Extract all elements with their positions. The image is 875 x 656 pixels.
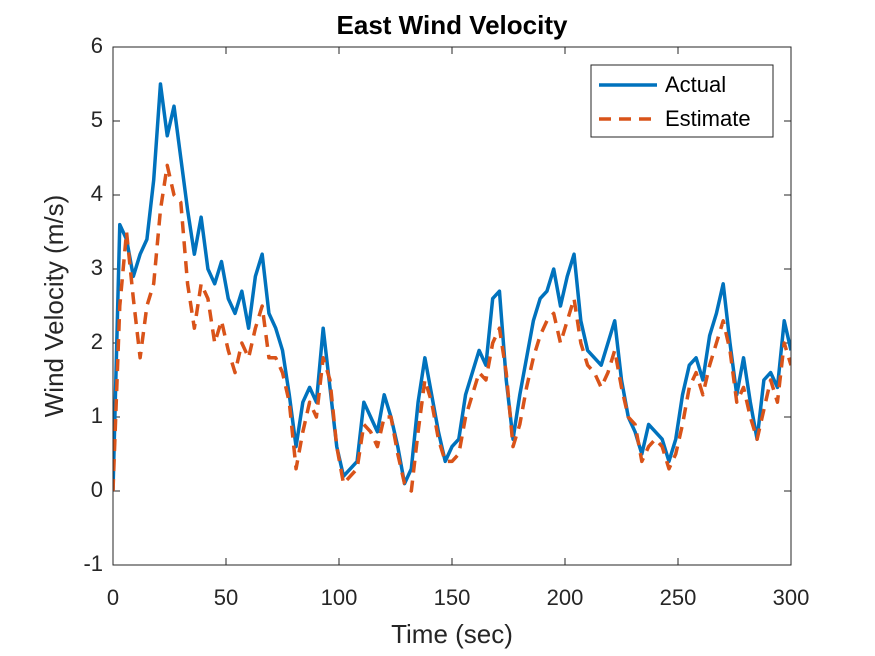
- y-tick-label: 6: [91, 33, 103, 58]
- y-tick-label: -1: [83, 551, 103, 576]
- y-tick-label: 0: [91, 477, 103, 502]
- y-tick-label: 4: [91, 181, 103, 206]
- x-tick-label: 250: [660, 585, 697, 610]
- data-line: [113, 82, 791, 492]
- axes-box: [112, 46, 792, 566]
- y-tick-label: 2: [91, 329, 103, 354]
- y-tick-label: 5: [91, 107, 103, 132]
- legend-box: [590, 64, 774, 138]
- x-axis-label: Time (sec): [391, 619, 513, 649]
- x-tick-label: 200: [547, 585, 584, 610]
- y-tick-label: 3: [91, 255, 103, 280]
- y-axis-label: Wind Velocity (m/s): [39, 195, 69, 418]
- x-tick-label: 100: [321, 585, 358, 610]
- legend-label: Actual: [665, 72, 726, 97]
- x-tick-label: 300: [773, 585, 810, 610]
- chart-title: East Wind Velocity: [337, 10, 568, 40]
- data-line: [113, 163, 791, 493]
- legend-label: Estimate: [665, 106, 751, 131]
- x-tick-label: 0: [107, 585, 119, 610]
- y-tick-label: 1: [91, 403, 103, 428]
- x-tick-label: 50: [214, 585, 238, 610]
- x-tick-label: 150: [434, 585, 471, 610]
